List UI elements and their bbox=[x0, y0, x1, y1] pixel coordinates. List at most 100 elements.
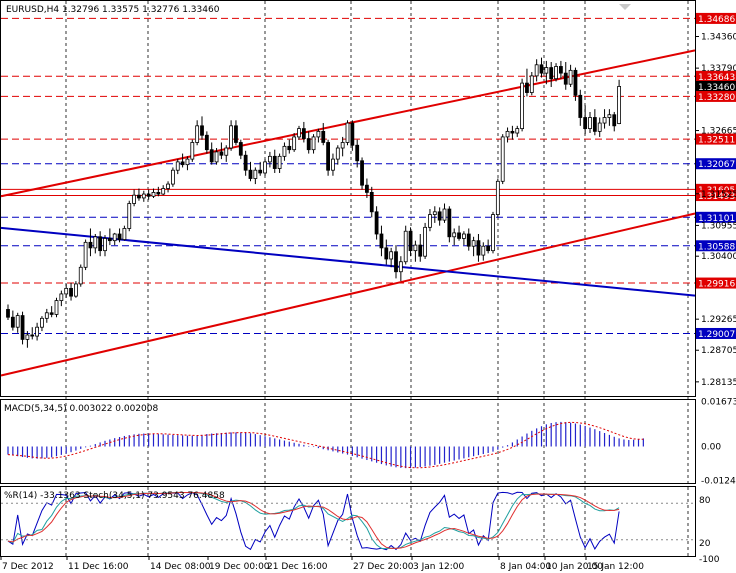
time-tick-label: 19 Dec 00:00 bbox=[209, 562, 270, 572]
candle-body bbox=[103, 238, 107, 252]
candle-body bbox=[282, 145, 287, 157]
candle-body bbox=[428, 214, 432, 228]
time-tick-label: 15 Jan 12:00 bbox=[587, 562, 644, 572]
candle-body bbox=[360, 160, 364, 186]
candle-body bbox=[277, 155, 282, 169]
candle-body bbox=[355, 144, 360, 162]
time-tick-label: 7 Dec 2012 bbox=[2, 562, 54, 572]
candle-body bbox=[326, 142, 331, 171]
stoch-signal-line bbox=[7, 491, 620, 549]
candle-body bbox=[69, 287, 73, 297]
level-tag-label: 1.30588 bbox=[698, 242, 735, 252]
level-tag bbox=[696, 158, 736, 170]
candle-body bbox=[578, 94, 583, 118]
candle-body bbox=[612, 114, 617, 127]
oscillator-lines bbox=[1, 491, 695, 551]
macd-signal-line bbox=[7, 421, 644, 469]
time-tick-label: 21 Dec 16:00 bbox=[267, 562, 328, 572]
candle-body bbox=[394, 251, 398, 273]
candle-body bbox=[549, 67, 554, 80]
time-tick-label: 8 Jan 04:00 bbox=[500, 562, 552, 572]
time-tick-label: 3 Jan 12:00 bbox=[413, 562, 465, 572]
candle-body bbox=[297, 128, 301, 138]
candle-body bbox=[423, 226, 428, 257]
candle-body bbox=[491, 214, 495, 252]
candle-body bbox=[500, 136, 505, 182]
candle-body bbox=[146, 193, 151, 197]
candle-body bbox=[59, 293, 64, 301]
trendline bbox=[0, 226, 696, 297]
candle-body bbox=[170, 169, 175, 185]
main-plot-frame bbox=[0, 0, 696, 397]
candle-body bbox=[573, 69, 578, 96]
level-tag-label: 1.32067 bbox=[698, 160, 735, 170]
price-tick-label: 1.28705 bbox=[701, 346, 736, 356]
candle-body bbox=[369, 191, 374, 213]
candle-body bbox=[510, 130, 515, 134]
osc-tick-label: 20 bbox=[699, 539, 711, 549]
level-tag bbox=[696, 190, 736, 202]
candle-body bbox=[331, 158, 335, 171]
price-tick-label: 1.30955 bbox=[701, 221, 736, 231]
candle-body bbox=[40, 317, 44, 328]
level-tag bbox=[696, 211, 736, 223]
candle-body bbox=[287, 145, 292, 151]
candle-body bbox=[505, 130, 510, 138]
candle-body bbox=[413, 244, 418, 252]
candle-body bbox=[248, 169, 253, 179]
price-tick-label: 1.32665 bbox=[701, 127, 736, 137]
candle-body bbox=[340, 142, 345, 149]
candle-body bbox=[25, 334, 30, 340]
level-tag-label: 1.31493 bbox=[698, 192, 735, 202]
candle-body bbox=[200, 125, 204, 136]
candle-body bbox=[74, 283, 78, 297]
candle-body bbox=[175, 161, 180, 171]
candle-body bbox=[224, 147, 229, 156]
candle-body bbox=[525, 82, 529, 93]
candle-body bbox=[437, 211, 442, 221]
time-tick-label: 27 Dec 20:00 bbox=[353, 562, 414, 572]
trendline bbox=[0, 212, 696, 377]
price-tick-label: 1.33790 bbox=[701, 64, 736, 74]
candle-body bbox=[20, 315, 25, 340]
horizontal-levels bbox=[1, 17, 695, 334]
candle-body bbox=[185, 158, 190, 166]
macd-histogram bbox=[7, 421, 644, 469]
level-tag-label: 1.34686 bbox=[698, 15, 735, 25]
candle-body bbox=[166, 183, 170, 189]
candle-body bbox=[471, 240, 476, 247]
candle-body bbox=[597, 122, 602, 132]
candle-body bbox=[364, 184, 369, 193]
candle-body bbox=[267, 155, 272, 163]
vertical-grid bbox=[65, 1, 689, 556]
price-tick-label: 1.30400 bbox=[701, 252, 736, 262]
candle-body bbox=[234, 125, 238, 143]
candle-body bbox=[132, 194, 137, 204]
candle-body bbox=[83, 241, 88, 268]
candle-body bbox=[301, 128, 306, 139]
candle-body bbox=[432, 211, 437, 215]
macd-plot-frame bbox=[0, 399, 696, 484]
level-tag bbox=[696, 70, 736, 82]
candle-body bbox=[161, 188, 166, 195]
level-tag bbox=[696, 80, 736, 92]
candle-body bbox=[88, 241, 93, 249]
candle-body bbox=[457, 232, 461, 239]
candle-body bbox=[389, 251, 394, 260]
symbol-label: EURUSD,H4 1.32796 1.33575 1.32776 1.3346… bbox=[6, 5, 220, 15]
candle-body bbox=[151, 191, 156, 197]
candle-body bbox=[156, 191, 161, 195]
scroll-marker-icon[interactable] bbox=[619, 4, 631, 10]
level-tag bbox=[696, 133, 736, 145]
candle-body bbox=[466, 233, 471, 247]
candle-body bbox=[559, 66, 563, 74]
candle-body bbox=[452, 232, 457, 238]
level-tag-label: 1.32511 bbox=[698, 136, 735, 146]
candle-body bbox=[35, 326, 39, 337]
candle-body bbox=[374, 211, 379, 235]
level-tag-label: 1.29916 bbox=[698, 280, 735, 290]
level-tag bbox=[696, 90, 736, 102]
time-tick-label: 10 Jan 20:00 bbox=[546, 562, 603, 572]
